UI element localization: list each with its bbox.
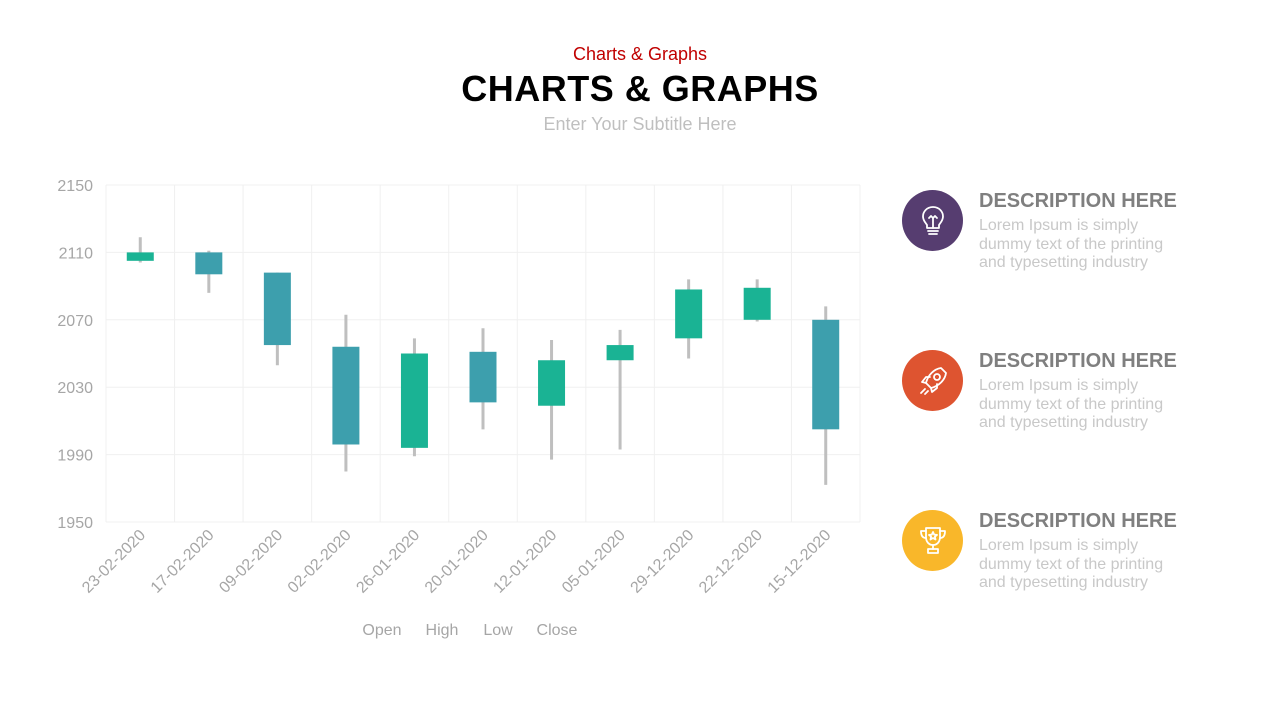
x-tick-label: 15-12-2020 [765,527,835,597]
description-body: Lorem Ipsum is simply dummy text of the … [979,537,1164,591]
y-axis: 1950 1990 2030 2070 2110 2150 [57,178,93,532]
candle [126,237,154,263]
description-heading: DESCRIPTION HERE [979,510,1177,532]
slide-title: CHARTS & GRAPHS [461,68,819,109]
x-tick-label: 02-02-2020 [285,527,355,597]
candle [195,250,223,293]
x-tick-label: 20-01-2020 [422,527,492,597]
y-tick-label: 2150 [57,178,93,195]
candle-body [743,287,771,320]
legend-item: High [426,622,459,639]
rocket-icon [919,366,947,395]
description-icon-circle [902,510,963,571]
candle-body [675,289,703,339]
candle-body [332,346,360,445]
description-heading: DESCRIPTION HERE [979,350,1177,372]
description-heading: DESCRIPTION HERE [979,190,1177,212]
y-tick-label: 2110 [59,245,94,262]
candle [743,279,771,322]
slide-subtitle: Enter Your Subtitle Here [543,114,737,134]
x-axis: 23-02-202017-02-202009-02-202002-02-2020… [79,527,834,597]
x-tick-label: 22-12-2020 [696,527,766,597]
legend-item: Low [483,622,513,639]
candle [675,279,703,359]
y-tick-label: 1990 [57,448,93,465]
candle [332,314,360,472]
lightbulb-icon [921,205,944,235]
x-tick-label: 05-01-2020 [559,527,629,597]
x-tick-label: 23-02-2020 [79,527,149,597]
description-item-2: DESCRIPTION HERE Lorem Ipsum is simply d… [902,350,1262,490]
candle-body [469,351,497,403]
legend-item: Open [362,622,401,639]
candle-body [400,353,428,448]
candle [606,329,634,450]
x-tick-label: 26-01-2020 [353,527,423,597]
description-body: Lorem Ipsum is simply dummy text of the … [979,217,1164,271]
description-icon-circle [902,350,963,411]
chart-legend: Open High Low Close [362,622,577,639]
x-tick-label: 29-12-2020 [628,527,698,597]
y-tick-label: 1950 [57,515,93,532]
candle-body [538,360,566,406]
y-tick-label: 2030 [57,380,93,397]
candles [126,237,840,485]
description-item-3: DESCRIPTION HERE Lorem Ipsum is simply d… [902,510,1262,650]
slide-eyebrow: Charts & Graphs [572,44,708,64]
legend-item: Close [537,622,578,639]
candle [469,328,497,430]
candle [263,272,291,366]
candle-body [606,345,634,361]
candle [400,338,428,457]
candle [538,340,566,460]
description-icon-circle [902,190,963,251]
candle-body [812,319,840,430]
candle-body [263,272,291,346]
x-tick-label: 12-01-2020 [490,527,560,597]
trophy-icon [919,526,946,554]
candle-body [126,252,154,261]
description-item-1: DESCRIPTION HERE Lorem Ipsum is simply d… [902,190,1262,330]
candlestick-chart: 1950 1990 2030 2070 2110 2150 23-02-202017-02… [57,178,861,639]
candle-body [195,252,223,275]
x-tick-label: 17-02-2020 [148,527,218,597]
description-body: Lorem Ipsum is simply dummy text of the … [979,377,1164,431]
chart-grid [105,184,861,523]
y-tick-label: 2070 [57,313,93,330]
candle [812,306,840,485]
x-tick-label: 09-02-2020 [216,527,286,597]
